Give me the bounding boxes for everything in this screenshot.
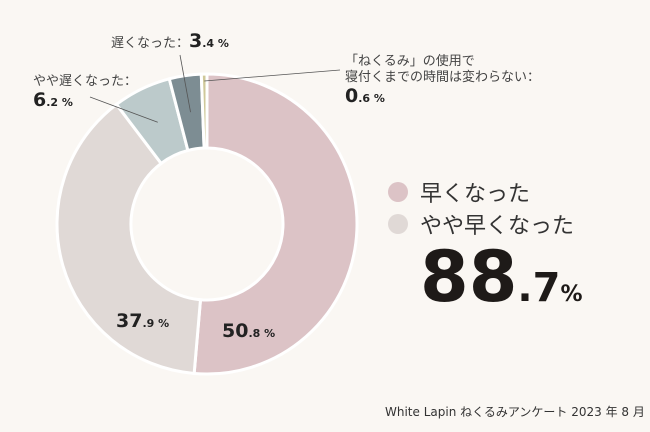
legend-label: 早くなった — [420, 182, 531, 207]
legend-dot — [388, 182, 408, 202]
donut-slice — [55, 102, 203, 376]
label-faster: 50.8 % — [222, 320, 276, 342]
legend-label: やや早くなった — [420, 214, 575, 239]
callout-slightly-slow-label: やや遅くなった： — [33, 74, 138, 89]
source-note: White Lapin ねくるみアンケート 2023 年 8 月 — [385, 405, 645, 419]
total-percentage: 88.7% — [420, 236, 583, 318]
callout-leader-line — [89, 96, 158, 123]
donut-slice — [192, 72, 359, 376]
label-slightly-faster: 37.9 % — [116, 310, 170, 332]
callout-slow: 遅くなった：3.4 % — [111, 30, 229, 52]
callout-leader-line — [204, 69, 341, 82]
donut-slice — [199, 72, 209, 150]
legend-item-slightly-faster: やや早くなった — [388, 208, 574, 240]
callout-slightly-slow-value: 6.2 % — [33, 89, 73, 111]
callout-leader-line — [179, 54, 191, 113]
legend-dot — [388, 214, 408, 234]
callout-unchanged-line1: 「ねくるみ」の使用で — [345, 54, 475, 69]
callout-unchanged-line2: 寝付くまでの時間は変わらない： — [345, 70, 541, 85]
callout-unchanged-value: 0.6 % — [345, 85, 385, 107]
legend-item-faster: 早くなった — [388, 176, 530, 208]
